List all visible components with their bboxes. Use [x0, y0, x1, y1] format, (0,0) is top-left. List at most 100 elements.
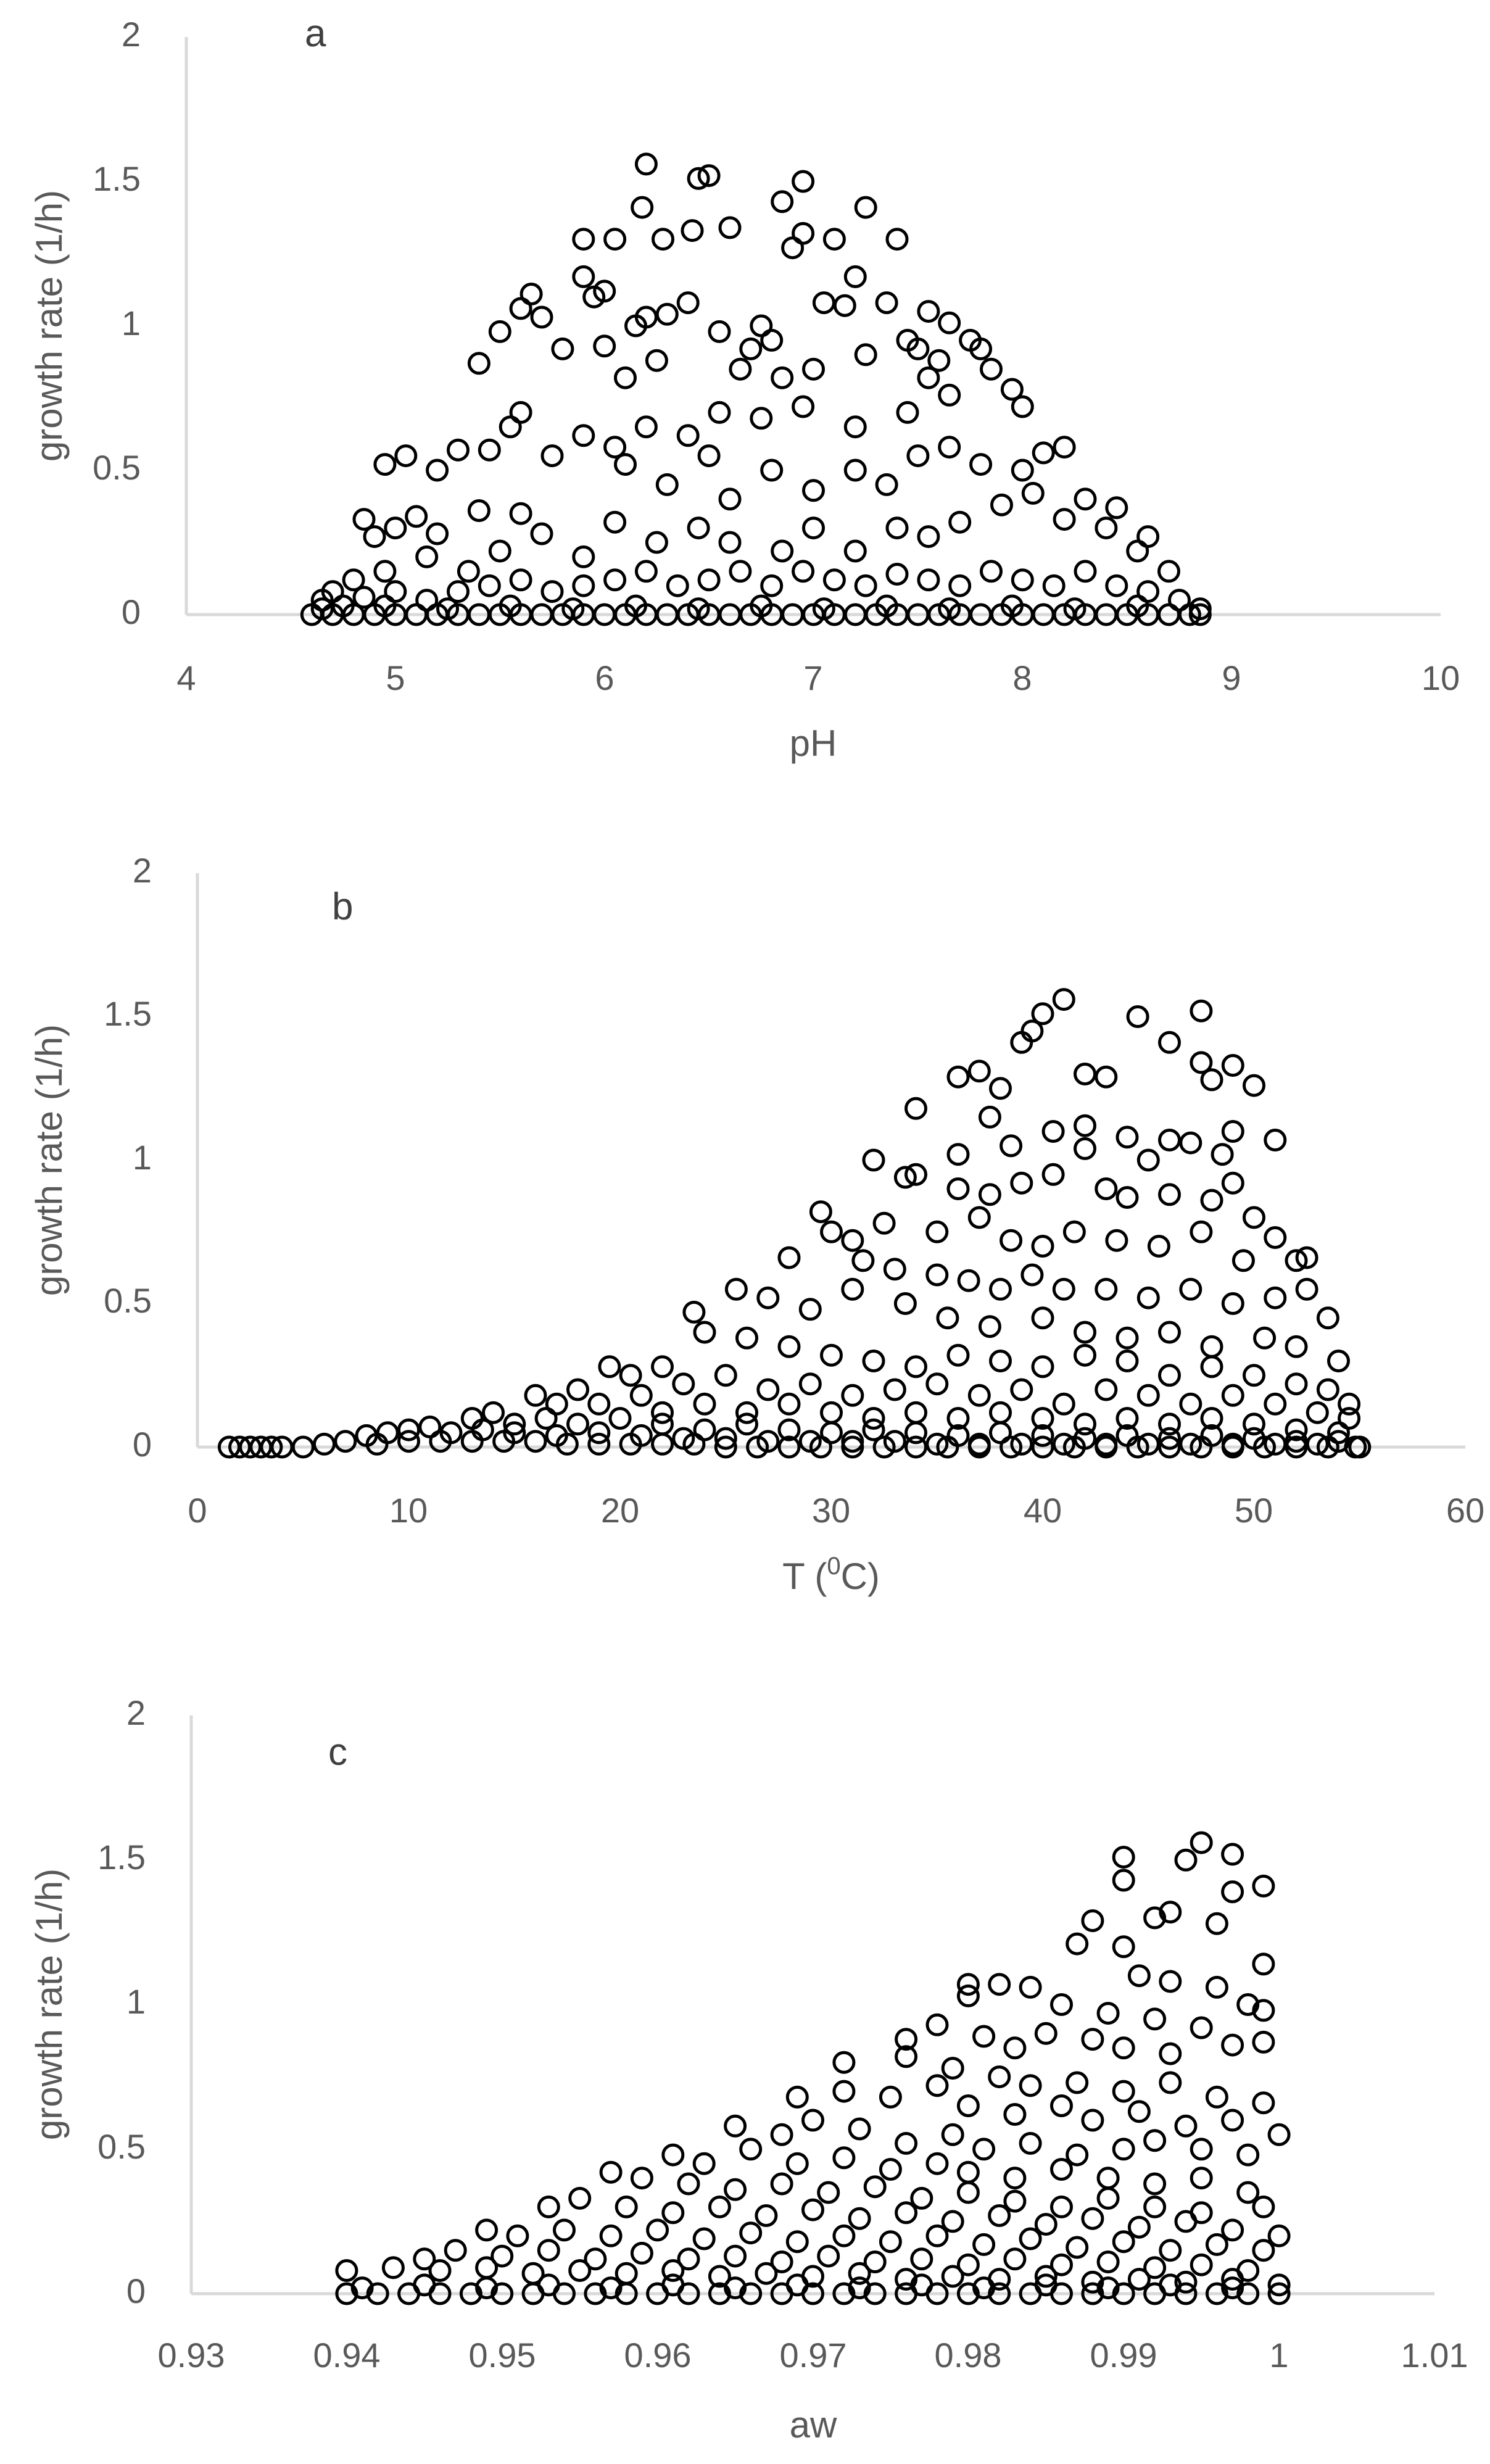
panel-c-point	[1127, 2215, 1151, 2239]
panel-a-point	[708, 400, 731, 424]
panel-b-point	[1031, 1002, 1054, 1026]
panel-b-point	[1020, 1019, 1044, 1043]
panel-b-x-title-main: T (	[782, 1556, 827, 1597]
panel-a-point	[415, 545, 439, 568]
panel-b-point	[967, 1206, 991, 1229]
panel-b-point	[893, 1292, 917, 1315]
panel-c-point	[1267, 2123, 1291, 2146]
panel-c-point	[910, 2273, 933, 2297]
panel-c-point	[1267, 2282, 1291, 2305]
panel-c-point	[1003, 2167, 1027, 2190]
panel-c-point	[895, 2268, 918, 2291]
panel-a-point	[1074, 560, 1097, 583]
panel-c-point	[785, 2230, 809, 2254]
panel-a-point	[812, 291, 835, 315]
panel-a-point	[645, 349, 668, 372]
panel-b-point	[693, 1321, 716, 1344]
panel-a-y-tick-label: 1.5	[93, 159, 141, 198]
panel-b-point	[777, 1418, 801, 1441]
panel-b-y-tick-label: 2	[133, 851, 152, 890]
panel-a-point	[792, 222, 815, 245]
panel-b-point	[1010, 1378, 1033, 1401]
panel-a-y-tick-label: 2	[122, 15, 141, 54]
panel-b-point	[1020, 1263, 1044, 1287]
panel-b-point	[872, 1435, 896, 1459]
panel-a-point	[980, 357, 1003, 381]
panel-b-point	[851, 1249, 875, 1272]
panel-b-point	[1158, 1412, 1181, 1436]
panel-b-point	[946, 1065, 970, 1089]
panel-a-point	[750, 407, 773, 430]
panel-c-point	[739, 2221, 763, 2245]
panel-c-point	[1221, 2218, 1244, 2242]
panel-c-point	[848, 2262, 871, 2285]
panel-b-point	[608, 1407, 632, 1430]
panel-c-y-tick-label: 2	[126, 1693, 146, 1732]
panel-b-point	[1243, 1206, 1265, 1229]
panel-c-point	[708, 2265, 731, 2288]
panel-a-point	[652, 228, 674, 251]
panel-a-point	[593, 334, 616, 358]
panel-c-point	[988, 2282, 1011, 2305]
panel-a-point	[394, 444, 418, 468]
panel-c-point	[1019, 2074, 1042, 2097]
panel-c-y-tick-label: 0	[126, 2271, 146, 2310]
panel-c-point	[1050, 1993, 1073, 2016]
panel-c-point	[1236, 2143, 1260, 2167]
panel-b-point	[682, 1432, 706, 1456]
panel-b-point	[967, 1383, 991, 1407]
panel-c-point	[1112, 1846, 1135, 1869]
panel-b-y-axis-title: growth rate (1/h)	[28, 1024, 70, 1296]
panel-c-point	[1081, 1909, 1104, 1933]
panel-c-point	[1112, 2138, 1135, 2161]
panel-b-point	[841, 1435, 864, 1459]
panel-a-point	[342, 568, 365, 592]
panel-b-point	[809, 1200, 832, 1224]
panel-a-point	[509, 400, 532, 424]
panel-a-point	[875, 594, 898, 618]
panel-b-point	[1031, 1235, 1054, 1258]
panel-a-point	[655, 473, 679, 496]
panel-c-point	[1236, 2282, 1260, 2305]
panel-a-point	[938, 436, 961, 459]
panel-a-point	[843, 539, 867, 563]
panel-c-point	[1034, 2265, 1057, 2288]
panel-b-point	[936, 1435, 959, 1459]
panel-a-point	[938, 311, 961, 334]
panel-c-point	[972, 2276, 996, 2300]
panel-c-point	[630, 2241, 653, 2265]
panel-c-point	[1236, 2181, 1260, 2204]
panel-b-point	[1052, 988, 1075, 1011]
panel-b-point	[820, 1220, 843, 1243]
panel-a-point	[1021, 481, 1045, 505]
panel-a-point	[802, 516, 825, 540]
panel-c-point	[770, 2123, 793, 2146]
panel-a-point	[718, 531, 742, 554]
panel-a-point	[927, 349, 951, 372]
panel-b-point	[1052, 1392, 1075, 1416]
panel-a-point	[373, 453, 397, 476]
panel-a-point	[478, 438, 501, 462]
panel-a-point	[854, 196, 877, 219]
panel-a-y-axis-title: growth rate (1/h)	[28, 190, 70, 462]
panel-a-point	[938, 597, 961, 621]
panel-b-point	[1074, 1321, 1096, 1344]
panel-c-point	[785, 2152, 809, 2175]
panel-c-point	[1003, 2247, 1027, 2271]
panel-c-point	[1019, 2131, 1042, 2155]
panel-a-point	[1136, 525, 1160, 549]
panel-c-point	[584, 2282, 607, 2305]
panel-c-data-points	[335, 1831, 1291, 2305]
panel-a-point	[969, 337, 993, 360]
panel-c-point	[972, 2233, 996, 2256]
panel-b-point	[1211, 1143, 1234, 1166]
panel-b-point	[862, 1407, 885, 1430]
panel-c-point	[708, 2195, 731, 2218]
panel-c-point	[1081, 2207, 1104, 2230]
panel-a-point	[917, 366, 940, 389]
panel-b-point	[1115, 1186, 1139, 1209]
panel-c-x-tick-labels: 0.93 0.94 0.95 0.96 0.97 0.98 0.99 1 1.0…	[158, 2336, 1468, 2375]
panel-b-point	[862, 1148, 885, 1172]
panel-c-point	[537, 2239, 560, 2262]
panel-a-point	[634, 560, 658, 583]
